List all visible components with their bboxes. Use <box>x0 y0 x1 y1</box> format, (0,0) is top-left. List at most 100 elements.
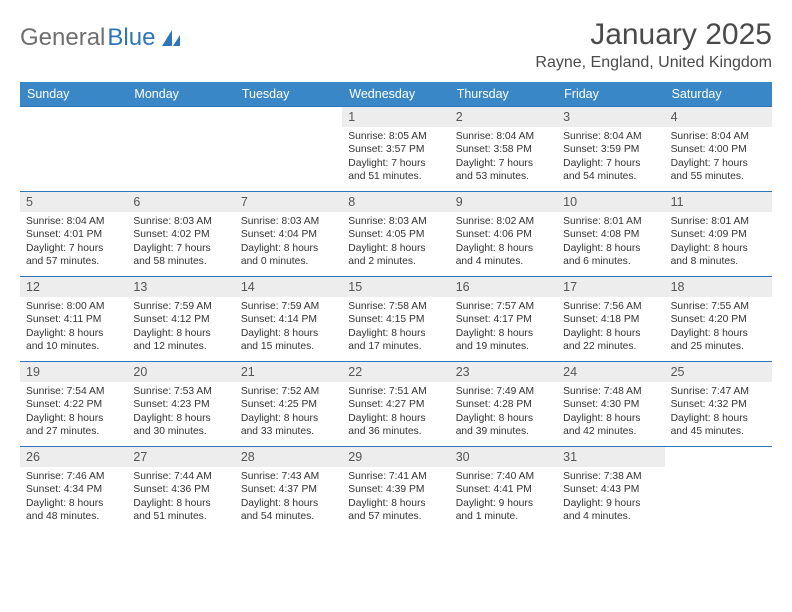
calendar-cell: 30Sunrise: 7:40 AMSunset: 4:41 PMDayligh… <box>450 446 557 531</box>
calendar-cell <box>235 106 342 191</box>
day-number: 18 <box>671 280 685 294</box>
daylight-text-2: and 4 minutes. <box>456 255 551 268</box>
sunrise-text: Sunrise: 8:04 AM <box>563 130 658 143</box>
sunrise-text: Sunrise: 7:38 AM <box>563 470 658 483</box>
calendar-cell: 6Sunrise: 8:03 AMSunset: 4:02 PMDaylight… <box>127 191 234 276</box>
sunrise-text: Sunrise: 7:56 AM <box>563 300 658 313</box>
daynum-row: 16 <box>450 277 557 297</box>
daynum-row: 26 <box>20 447 127 467</box>
daylight-text-1: Daylight: 7 hours <box>563 157 658 170</box>
sunset-text: Sunset: 4:04 PM <box>241 228 336 241</box>
sunset-text: Sunset: 4:32 PM <box>671 398 766 411</box>
calendar-cell: 27Sunrise: 7:44 AMSunset: 4:36 PMDayligh… <box>127 446 234 531</box>
calendar-grid: 1Sunrise: 8:05 AMSunset: 3:57 PMDaylight… <box>20 106 772 531</box>
day-number: 10 <box>563 195 577 209</box>
sunrise-text: Sunrise: 7:41 AM <box>348 470 443 483</box>
sunrise-text: Sunrise: 8:03 AM <box>241 215 336 228</box>
calendar-cell <box>127 106 234 191</box>
sunrise-text: Sunrise: 7:46 AM <box>26 470 121 483</box>
sunrise-text: Sunrise: 8:01 AM <box>563 215 658 228</box>
calendar-cell: 14Sunrise: 7:59 AMSunset: 4:14 PMDayligh… <box>235 276 342 361</box>
daylight-text-1: Daylight: 8 hours <box>133 412 228 425</box>
daylight-text-2: and 54 minutes. <box>563 170 658 183</box>
daylight-text-1: Daylight: 8 hours <box>456 327 551 340</box>
daynum-row: 29 <box>342 447 449 467</box>
day-number: 26 <box>26 450 40 464</box>
sunset-text: Sunset: 4:20 PM <box>671 313 766 326</box>
sunrise-text: Sunrise: 7:51 AM <box>348 385 443 398</box>
daylight-text-1: Daylight: 8 hours <box>348 242 443 255</box>
logo: GeneralBlue <box>20 18 182 52</box>
sunrise-text: Sunrise: 7:40 AM <box>456 470 551 483</box>
calendar-cell: 15Sunrise: 7:58 AMSunset: 4:15 PMDayligh… <box>342 276 449 361</box>
sunrise-text: Sunrise: 7:54 AM <box>26 385 121 398</box>
sunset-text: Sunset: 3:59 PM <box>563 143 658 156</box>
daylight-text-2: and 36 minutes. <box>348 425 443 438</box>
daynum-row: 12 <box>20 277 127 297</box>
daylight-text-1: Daylight: 8 hours <box>26 497 121 510</box>
weekday-label: Friday <box>557 82 664 106</box>
calendar-cell: 7Sunrise: 8:03 AMSunset: 4:04 PMDaylight… <box>235 191 342 276</box>
calendar-cell: 5Sunrise: 8:04 AMSunset: 4:01 PMDaylight… <box>20 191 127 276</box>
daynum-row: 2 <box>450 107 557 127</box>
daylight-text-1: Daylight: 8 hours <box>241 327 336 340</box>
calendar-cell: 3Sunrise: 8:04 AMSunset: 3:59 PMDaylight… <box>557 106 664 191</box>
daylight-text-2: and 25 minutes. <box>671 340 766 353</box>
sunset-text: Sunset: 4:06 PM <box>456 228 551 241</box>
weekday-label: Thursday <box>450 82 557 106</box>
daylight-text-1: Daylight: 8 hours <box>133 497 228 510</box>
logo-sail-icon <box>160 28 182 48</box>
sunrise-text: Sunrise: 7:43 AM <box>241 470 336 483</box>
day-number: 31 <box>563 450 577 464</box>
sunset-text: Sunset: 4:34 PM <box>26 483 121 496</box>
daylight-text-1: Daylight: 8 hours <box>133 327 228 340</box>
daylight-text-2: and 51 minutes. <box>133 510 228 523</box>
sunset-text: Sunset: 4:12 PM <box>133 313 228 326</box>
day-number: 15 <box>348 280 362 294</box>
sunset-text: Sunset: 4:39 PM <box>348 483 443 496</box>
daylight-text-1: Daylight: 7 hours <box>348 157 443 170</box>
daynum-row: 22 <box>342 362 449 382</box>
daylight-text-1: Daylight: 8 hours <box>671 412 766 425</box>
daynum-row: 15 <box>342 277 449 297</box>
day-number: 17 <box>563 280 577 294</box>
daylight-text-2: and 53 minutes. <box>456 170 551 183</box>
daylight-text-2: and 22 minutes. <box>563 340 658 353</box>
daynum-row: 10 <box>557 192 664 212</box>
daynum-row: 17 <box>557 277 664 297</box>
daynum-row: 20 <box>127 362 234 382</box>
day-number: 28 <box>241 450 255 464</box>
daylight-text-2: and 15 minutes. <box>241 340 336 353</box>
sunrise-text: Sunrise: 7:57 AM <box>456 300 551 313</box>
calendar-cell: 16Sunrise: 7:57 AMSunset: 4:17 PMDayligh… <box>450 276 557 361</box>
daylight-text-2: and 39 minutes. <box>456 425 551 438</box>
sunrise-text: Sunrise: 7:44 AM <box>133 470 228 483</box>
logo-word-blue: Blue <box>107 24 155 52</box>
daynum-row: 13 <box>127 277 234 297</box>
day-number: 1 <box>348 110 355 124</box>
sunrise-text: Sunrise: 7:55 AM <box>671 300 766 313</box>
daylight-text-2: and 55 minutes. <box>671 170 766 183</box>
sunset-text: Sunset: 4:14 PM <box>241 313 336 326</box>
daynum-row: 6 <box>127 192 234 212</box>
daynum-row: 27 <box>127 447 234 467</box>
day-number: 7 <box>241 195 248 209</box>
day-number: 23 <box>456 365 470 379</box>
daylight-text-1: Daylight: 8 hours <box>563 412 658 425</box>
day-number: 20 <box>133 365 147 379</box>
sunset-text: Sunset: 3:58 PM <box>456 143 551 156</box>
sunrise-text: Sunrise: 7:48 AM <box>563 385 658 398</box>
sunset-text: Sunset: 4:41 PM <box>456 483 551 496</box>
daylight-text-1: Daylight: 7 hours <box>456 157 551 170</box>
calendar-cell: 9Sunrise: 8:02 AMSunset: 4:06 PMDaylight… <box>450 191 557 276</box>
day-number: 27 <box>133 450 147 464</box>
daylight-text-2: and 10 minutes. <box>26 340 121 353</box>
daynum-row: 8 <box>342 192 449 212</box>
location: Rayne, England, United Kingdom <box>535 54 772 72</box>
logo-word-general: General <box>20 24 105 52</box>
sunrise-text: Sunrise: 8:03 AM <box>348 215 443 228</box>
day-number: 9 <box>456 195 463 209</box>
sunrise-text: Sunrise: 8:05 AM <box>348 130 443 143</box>
sunset-text: Sunset: 4:27 PM <box>348 398 443 411</box>
sunset-text: Sunset: 4:18 PM <box>563 313 658 326</box>
